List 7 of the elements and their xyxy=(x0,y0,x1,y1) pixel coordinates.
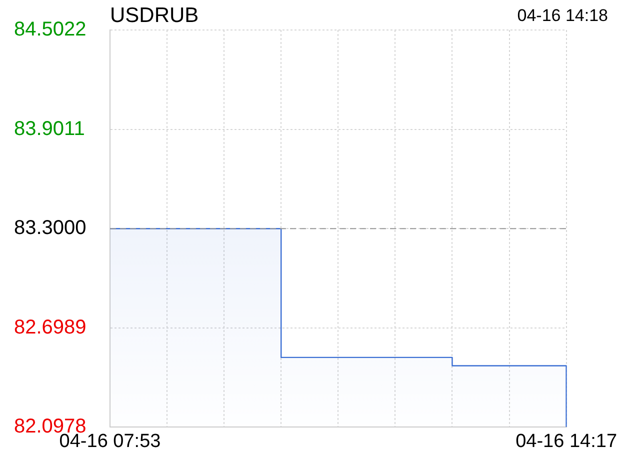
y-tick-label: 84.5022 xyxy=(14,18,86,41)
y-tick-label: 83.9011 xyxy=(14,118,85,140)
text: 04-16 14:18 xyxy=(517,6,608,26)
y-tick-label: 82.6989 xyxy=(14,316,86,338)
y-tick-label: 83.3000 xyxy=(14,217,86,240)
chart-title: USDRUB xyxy=(110,4,199,28)
x-tick-label: 04-16 14:17 xyxy=(516,430,617,452)
